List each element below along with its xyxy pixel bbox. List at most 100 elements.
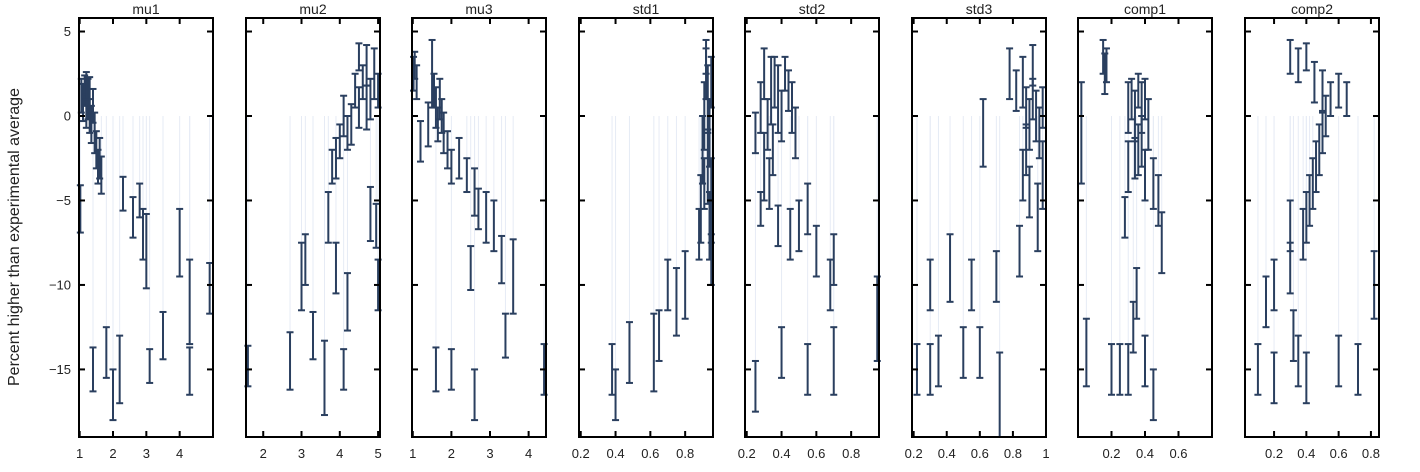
error-bar (1294, 334, 1302, 388)
x-tick-label: 1 (76, 446, 83, 461)
panel-frame (744, 17, 880, 438)
x-tick-label: 0.4 (607, 446, 625, 461)
error-bars (1077, 38, 1166, 422)
error-bar (1141, 334, 1149, 388)
error-bar (1289, 309, 1297, 362)
subplot-title: mu2 (299, 1, 326, 17)
error-bar (1270, 258, 1278, 312)
y-tick-label: 5 (64, 24, 71, 39)
x-tick-label: 0.6 (641, 446, 659, 461)
error-bar (781, 55, 789, 92)
error-bar (359, 64, 367, 101)
x-tick-label: 0.2 (905, 446, 923, 461)
x-tick-label: 0.6 (971, 446, 989, 461)
error-bar (1262, 275, 1270, 329)
error-bar (1302, 351, 1310, 405)
x-tick-label: 0.8 (1362, 446, 1380, 461)
error-bar (501, 312, 509, 359)
error-bar (447, 348, 455, 391)
error-bar (1158, 211, 1166, 275)
y-tick-label: −10 (49, 277, 71, 292)
error-bar (1077, 81, 1085, 185)
error-bar (804, 343, 812, 396)
error-bar (785, 69, 793, 112)
error-bar (324, 191, 332, 244)
error-bar (760, 47, 768, 101)
subplot-title: std2 (799, 1, 826, 17)
panel-frame (245, 17, 381, 438)
error-bar (996, 351, 1004, 438)
error-bar (509, 238, 517, 315)
error-bar (959, 326, 967, 379)
x-tick-label: 4 (336, 446, 343, 461)
error-bar (1141, 148, 1149, 202)
y-tick-label: −15 (49, 362, 71, 377)
error-bar (432, 346, 440, 393)
error-bar (1354, 343, 1362, 396)
error-bar (463, 157, 471, 194)
error-bar (366, 185, 374, 243)
error-bar (1131, 136, 1139, 180)
error-bar (109, 368, 117, 422)
error-bar (355, 42, 363, 72)
error-bar (702, 38, 710, 75)
error-bar (86, 76, 94, 109)
error-bar (186, 346, 194, 396)
error-bar (1124, 140, 1132, 194)
error-bar (102, 326, 110, 379)
error-bar (1254, 343, 1262, 396)
x-tick-label: 2 (109, 446, 116, 461)
error-bar (328, 148, 336, 185)
error-bar (1299, 207, 1307, 261)
subplot-comp1: 0.2 0.4 0.6 comp1 (1077, 1, 1213, 461)
x-tick-label: 4 (176, 446, 183, 461)
subplot-title: std3 (966, 1, 993, 17)
y-tick-label: −5 (56, 193, 71, 208)
error-bar (1294, 47, 1302, 84)
error-bar (1327, 81, 1335, 117)
error-bar (1019, 148, 1027, 202)
error-bars (608, 38, 715, 422)
x-tick-label: 3 (143, 446, 150, 461)
error-bars (76, 71, 214, 422)
error-bar (795, 199, 803, 253)
error-bar (1012, 69, 1020, 112)
error-bar (455, 136, 463, 180)
error-bar (471, 167, 479, 217)
error-bar (786, 207, 794, 261)
error-bar (979, 98, 987, 168)
x-tick-label: 3 (486, 446, 493, 461)
y-tick-label: 0 (64, 108, 71, 123)
error-bar (1149, 368, 1157, 422)
error-bar (1034, 182, 1042, 253)
subplot-std1: 0.2 0.4 0.6 0.8 std1 (572, 1, 715, 461)
error-bar (1134, 72, 1142, 109)
x-tick-label: 3 (298, 446, 305, 461)
error-bar (1286, 241, 1294, 295)
error-bar (765, 157, 773, 210)
error-bar (366, 77, 374, 121)
x-tick-label: 0.2 (1265, 446, 1283, 461)
error-bar (320, 339, 328, 417)
error-bar (1124, 81, 1132, 134)
error-bar (926, 258, 934, 312)
error-bar (474, 187, 482, 231)
x-tick-label: 0.2 (1102, 446, 1120, 461)
error-bar (347, 103, 355, 146)
subplot-mu3: 1 2 3 4 mu3 (409, 1, 548, 461)
x-tick-label: 0.6 (807, 446, 825, 461)
error-bar (351, 72, 359, 109)
error-bar (1302, 42, 1310, 72)
panel-frame (1244, 17, 1380, 438)
x-tick-label: 0.8 (842, 446, 860, 461)
subplot-title: std1 (633, 1, 660, 17)
x-tick-label: 2 (448, 446, 455, 461)
error-bar (343, 114, 351, 151)
error-bar (336, 123, 344, 160)
error-bar (298, 241, 306, 312)
error-bar (830, 326, 838, 396)
error-bar (1310, 60, 1318, 104)
error-bar (370, 47, 378, 101)
error-bar (343, 272, 351, 332)
x-tick-label: 1 (1042, 446, 1049, 461)
